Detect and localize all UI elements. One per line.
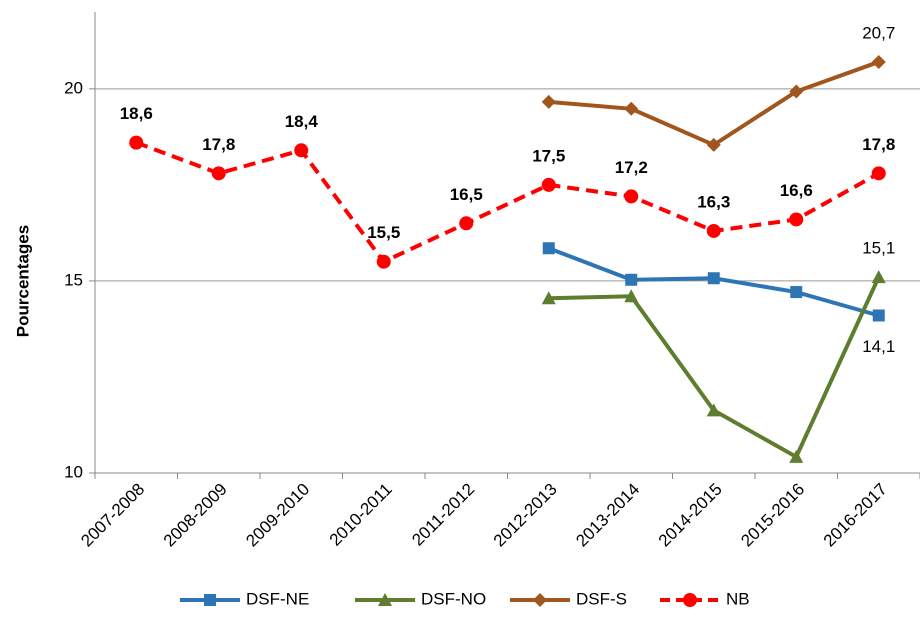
data-label: 18,4 xyxy=(285,112,319,131)
marker xyxy=(624,189,639,204)
marker xyxy=(789,449,804,463)
data-label: 17,8 xyxy=(862,135,895,154)
marker xyxy=(541,177,556,192)
x-tick-label: 2009-2010 xyxy=(242,480,313,551)
marker xyxy=(789,212,804,227)
marker xyxy=(624,101,639,116)
marker xyxy=(706,223,721,238)
marker xyxy=(790,286,803,299)
x-tick-label: 2014-2015 xyxy=(655,480,726,551)
series-line xyxy=(548,60,880,148)
marker xyxy=(376,254,391,269)
y-axis-label: Pourcentages xyxy=(13,225,32,337)
marker xyxy=(871,54,886,69)
marker xyxy=(624,289,639,303)
legend-item: NB xyxy=(660,589,750,608)
y-tick-label: 20 xyxy=(64,78,83,97)
x-tick-label: 2012-2013 xyxy=(490,480,561,551)
data-label: 18,6 xyxy=(120,104,153,123)
marker xyxy=(872,309,885,322)
marker xyxy=(871,166,886,181)
x-tick-label: 2008-2009 xyxy=(160,480,231,551)
data-label: 17,5 xyxy=(532,146,565,165)
x-tick-label: 2011-2012 xyxy=(408,480,478,550)
data-label: 16,5 xyxy=(450,185,483,204)
data-label: 16,6 xyxy=(780,181,813,200)
legend-item: DSF-S xyxy=(510,589,627,608)
data-label: 15,1 xyxy=(862,239,895,258)
marker xyxy=(706,403,721,417)
series-line xyxy=(135,140,880,265)
legend-item: DSF-NE xyxy=(180,589,309,608)
x-tick-label: 2007-2008 xyxy=(77,480,148,551)
series-line xyxy=(548,276,881,460)
marker xyxy=(211,166,226,181)
marker xyxy=(294,143,309,158)
legend-label: NB xyxy=(726,589,750,608)
data-label: 15,5 xyxy=(367,223,400,242)
x-tick-label: 2015-2016 xyxy=(737,480,808,551)
marker xyxy=(625,273,638,286)
marker xyxy=(871,270,886,284)
marker xyxy=(378,593,392,606)
marker xyxy=(533,593,547,607)
x-tick-label: 2013-2014 xyxy=(572,480,643,551)
marker xyxy=(707,272,720,285)
data-label: 17,8 xyxy=(202,135,235,154)
data-label: 14,1 xyxy=(862,337,895,356)
marker xyxy=(706,137,721,152)
marker xyxy=(459,216,474,231)
legend-item: DSF-NO xyxy=(355,589,486,608)
marker xyxy=(789,84,804,99)
y-tick-label: 10 xyxy=(64,462,83,481)
marker xyxy=(129,135,144,150)
marker xyxy=(541,94,556,109)
legend-label: DSF-NO xyxy=(421,589,486,608)
marker xyxy=(683,593,697,607)
marker xyxy=(204,594,216,606)
marker xyxy=(542,242,555,255)
data-label: 17,2 xyxy=(615,158,648,177)
data-label: 16,3 xyxy=(697,192,730,211)
legend-label: DSF-S xyxy=(576,589,627,608)
data-label: 20,7 xyxy=(862,23,895,42)
legend-label: DSF-NE xyxy=(246,589,309,608)
x-tick-label: 2016-2017 xyxy=(820,480,891,551)
marker xyxy=(541,291,556,305)
y-tick-label: 15 xyxy=(64,270,83,289)
x-tick-label: 2010-2011 xyxy=(326,480,396,550)
